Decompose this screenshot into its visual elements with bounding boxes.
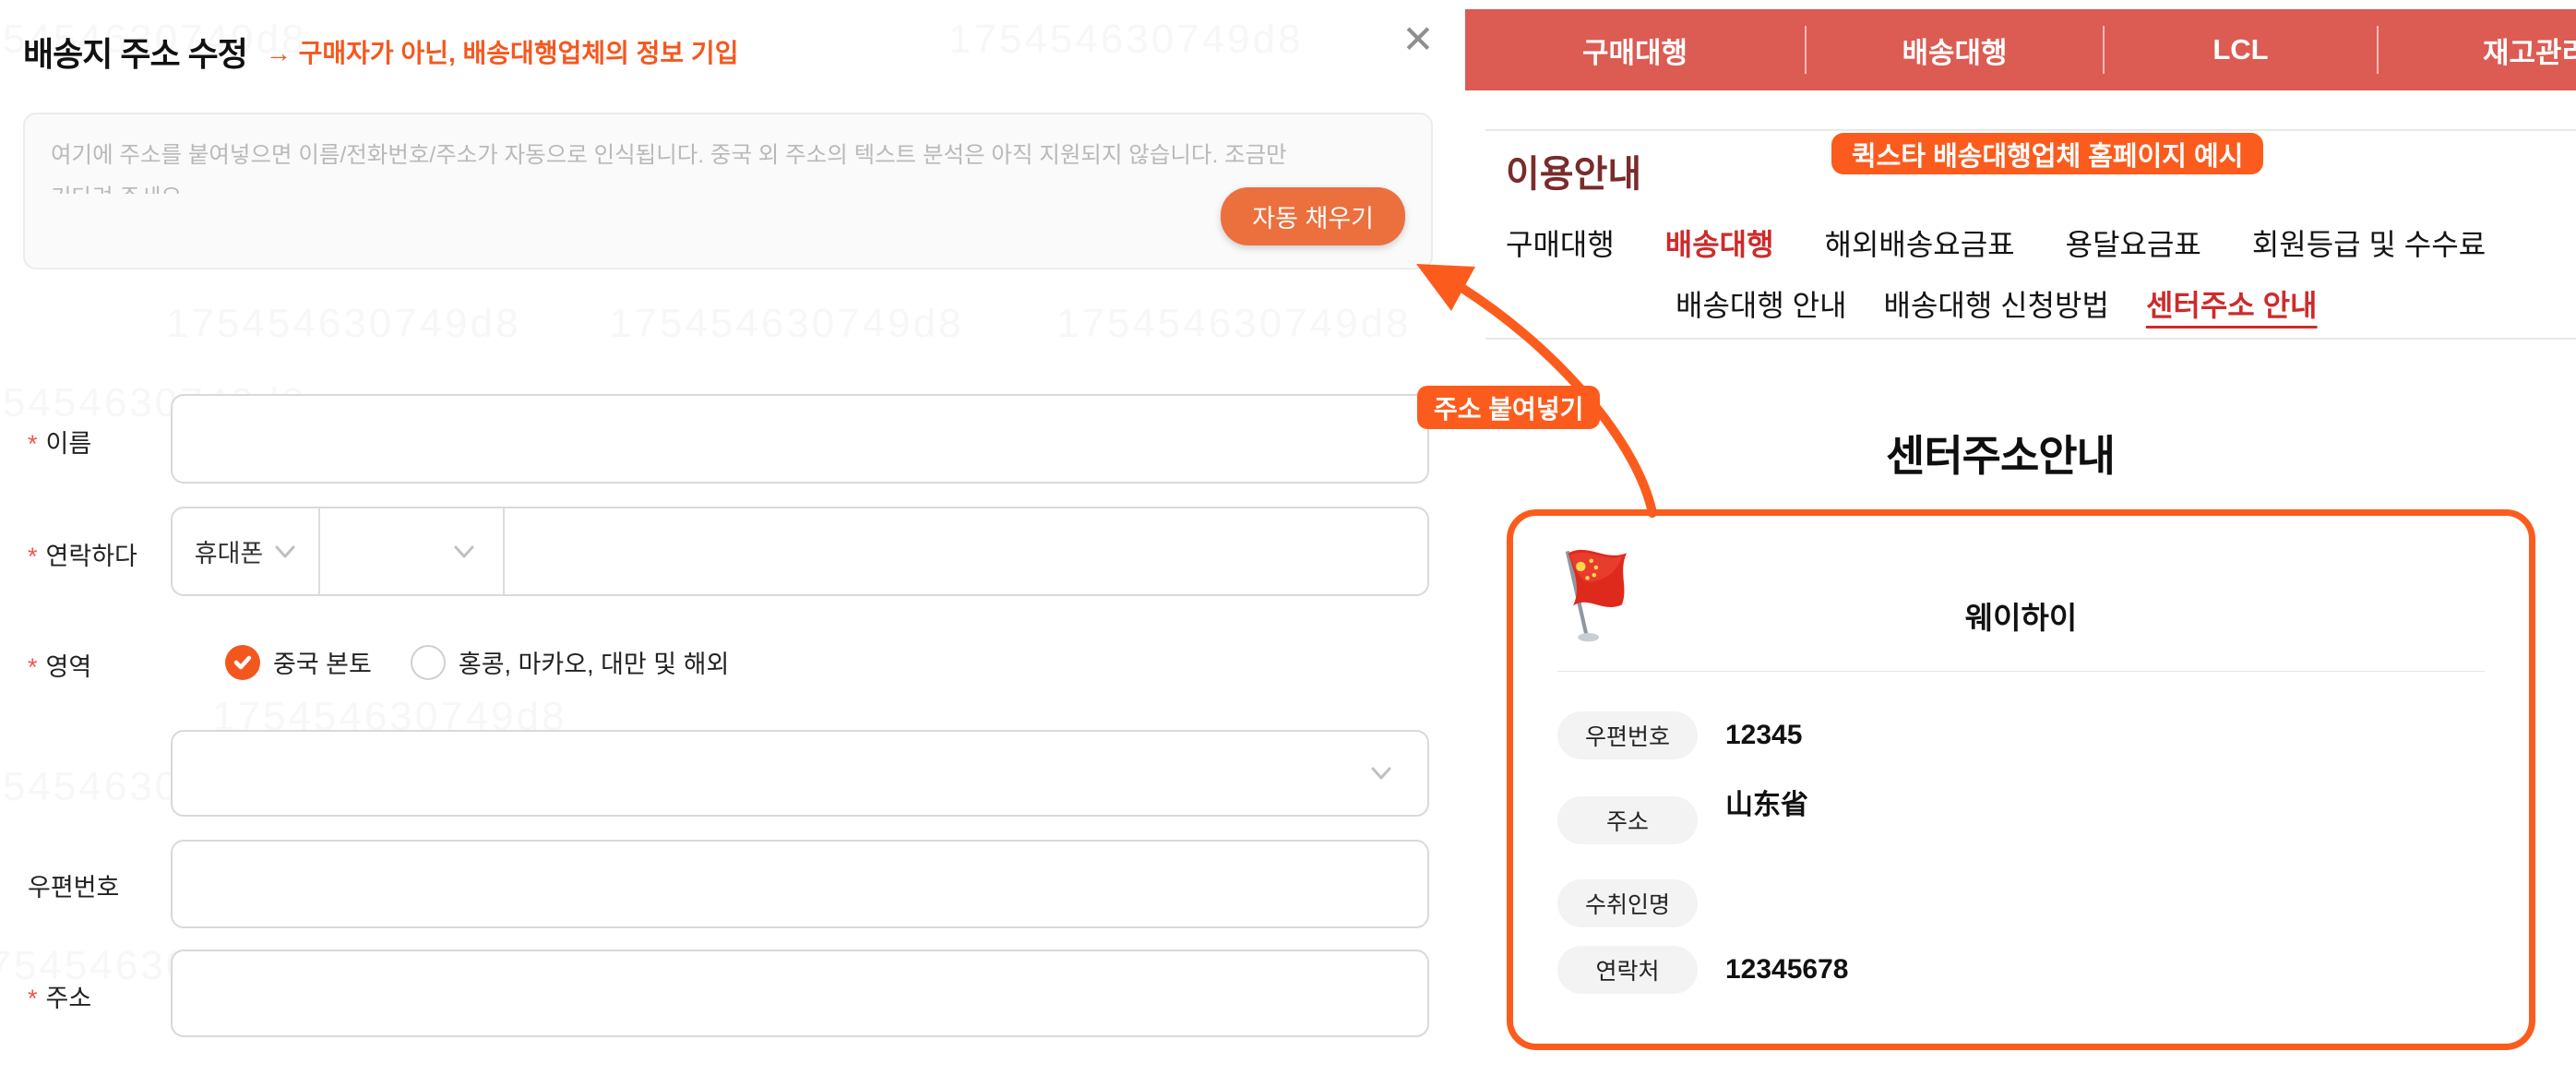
agency-website-panel: 구매대행 배송대행 LCL 재고관리 이용안내 구매대행 배송대행 해외배송요금… — [1465, 0, 2576, 1087]
province-select[interactable] — [171, 730, 1429, 817]
info-row-recipient: 수취인명 — [1557, 879, 1725, 927]
menu-truck-rates[interactable]: 용달요금표 — [2065, 228, 2201, 261]
guide-menu-row1: 구매대행 배송대행 해외배송요금표 용달요금표 회원등급 및 수수료 — [1506, 221, 2486, 264]
center-address-title: 센터주소안내 — [1886, 432, 2116, 480]
zip-tag: 우편번호 — [1557, 711, 1698, 759]
address-value: 山东省 — [1725, 790, 1808, 820]
watermark-text: 175454630749d8 — [948, 17, 1304, 62]
divider — [1485, 129, 2576, 131]
watermark-text: 175454630749d8 — [609, 301, 964, 346]
page-title: 배송지 주소 수정 — [23, 35, 248, 73]
site-navbar: 구매대행 배송대행 LCL 재고관리 — [1465, 9, 2576, 90]
required-marker: * — [28, 430, 38, 458]
watermark-text: 175454630749d8 — [1056, 301, 1412, 346]
menu-membership-fees[interactable]: 회원등급 및 수수료 — [2251, 228, 2487, 261]
info-row-address: 주소 山东省 — [1557, 790, 1808, 844]
nav-divider — [1805, 26, 1807, 74]
region-label: * 영역 — [28, 653, 92, 681]
autofill-button[interactable]: 자동 채우기 — [1221, 187, 1405, 245]
check-icon — [233, 655, 252, 669]
required-marker: * — [28, 543, 38, 570]
nav-item-shipping-agency[interactable]: 배송대행 — [1902, 36, 2008, 69]
address-field[interactable] — [171, 950, 1429, 1037]
contact-tag: 연락처 — [1557, 946, 1698, 994]
contact-label: * 연락하다 — [28, 543, 137, 570]
divider — [1485, 338, 2576, 340]
address-paste-textarea[interactable]: 여기에 주소를 붙여넣으면 이름/전화번호/주소가 자동으로 인식됩니다. 중국… — [23, 113, 1433, 269]
center-name: 웨이하이 — [1964, 601, 2078, 635]
contact-code-select[interactable] — [320, 508, 505, 594]
radio-overseas-label[interactable]: 홍콩, 마카오, 대만 및 해외 — [458, 651, 730, 678]
contact-type-select[interactable]: 휴대폰 — [173, 508, 320, 594]
chevron-down-icon — [1371, 767, 1391, 780]
zip-field[interactable] — [171, 840, 1429, 928]
menu-overseas-rates[interactable]: 해외배송요금표 — [1824, 228, 2015, 261]
nav-item-purchase-agency[interactable]: 구매대행 — [1581, 36, 1688, 69]
nav-item-inventory[interactable]: 재고관리 — [2482, 36, 2576, 69]
name-field[interactable] — [171, 394, 1429, 484]
nav-item-lcl[interactable]: LCL — [2212, 33, 2269, 66]
address-label: * 주소 — [28, 985, 92, 1012]
modal-header: 배송지 주소 수정 → 구매자가 아닌, 배송대행업체의 정보 기입 — [23, 28, 738, 76]
guide-menu-row2: 배송대행 안내 배송대행 신청방법 센터주소 안내 — [1676, 282, 2317, 325]
china-flag-icon — [1565, 549, 1628, 642]
title-annotation: → 구매자가 아닌, 배송대행업체의 정보 기입 — [265, 39, 739, 67]
info-row-contact: 연락처 12345678 — [1557, 946, 1848, 994]
contact-type-value: 휴대폰 — [194, 540, 264, 567]
paste-placeholder: 여기에 주소를 붙여넣으면 이름/전화번호/주소가 자동으로 인식됩니다. 중국… — [51, 143, 1287, 194]
recipient-tag: 수취인명 — [1557, 879, 1698, 927]
homepage-example-badge: 퀵스타 배송대행업체 홈페이지 예시 — [1831, 133, 2264, 174]
menu-center-address[interactable]: 센터주소 안내 — [2145, 289, 2318, 322]
contact-field-group: 휴대폰 — [171, 507, 1429, 596]
menu-shipping-guide[interactable]: 배송대행 안내 — [1676, 289, 1847, 322]
region-radio-group: 중국 본토 홍콩, 마카오, 대만 및 해외 — [225, 644, 729, 680]
contact-value: 12345678 — [1725, 954, 1849, 985]
chevron-down-icon — [454, 545, 474, 557]
menu-shipping-agency[interactable]: 배송대행 — [1664, 228, 1774, 261]
required-marker: * — [28, 653, 38, 681]
info-row-zip: 우편번호 12345 — [1557, 711, 1802, 759]
radio-overseas-unchecked[interactable] — [410, 644, 446, 680]
zip-value: 12345 — [1725, 720, 1803, 750]
zip-label: 우편번호 — [28, 874, 120, 902]
radio-mainland-checked[interactable] — [225, 644, 260, 680]
guide-section-title: 이용안내 — [1506, 154, 1642, 195]
divider — [1557, 671, 2485, 672]
menu-purchase-agency[interactable]: 구매대행 — [1506, 228, 1615, 261]
radio-mainland-label[interactable]: 중국 본토 — [273, 651, 372, 678]
name-label: * 이름 — [28, 430, 92, 458]
contact-number-field[interactable] — [505, 508, 1427, 594]
center-address-card: 웨이하이 우편번호 12345 주소 山东省 수취인명 연락처 12345678 — [1507, 509, 2535, 1050]
paste-address-badge: 주소 붙여넣기 — [1417, 386, 1601, 429]
nav-divider — [2377, 26, 2379, 74]
watermark-text: 175454630749d8 — [166, 301, 521, 346]
chevron-down-icon — [275, 545, 295, 557]
menu-shipping-apply[interactable]: 배송대행 신청방법 — [1883, 289, 2109, 322]
close-icon[interactable]: ✕ — [1393, 15, 1443, 65]
required-marker: * — [28, 985, 38, 1012]
address-tag: 주소 — [1557, 796, 1698, 844]
nav-divider — [2103, 26, 2105, 74]
